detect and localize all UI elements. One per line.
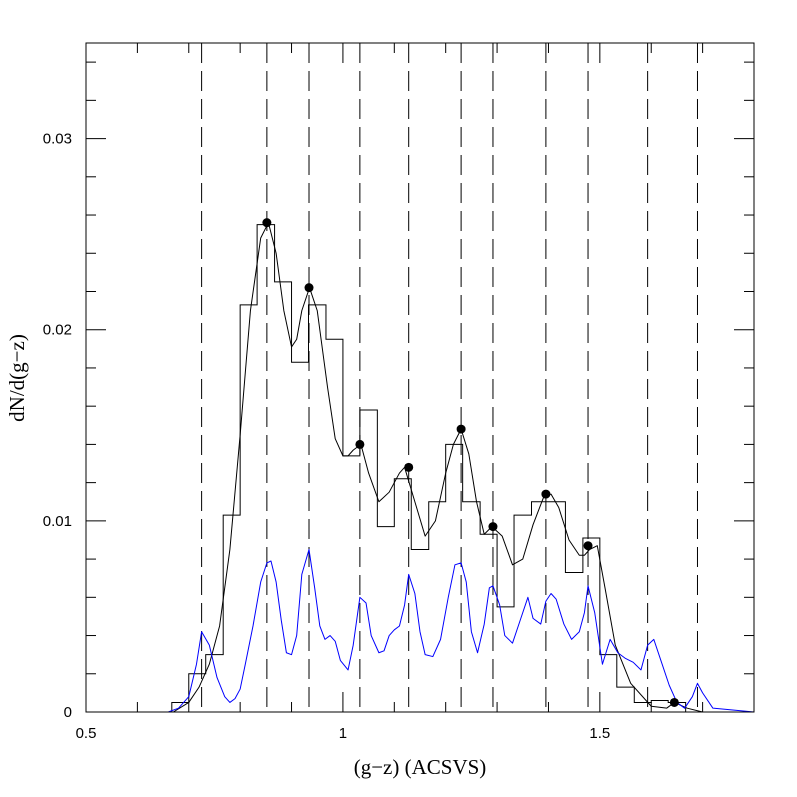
peak-marker-4 <box>456 424 466 434</box>
peak-marker-5 <box>488 522 498 532</box>
y-tick-label: 0.02 <box>43 322 72 339</box>
blue-curve <box>86 549 755 713</box>
plot-frame <box>85 42 755 713</box>
y-axis-label: dN/d(g−z) <box>5 334 29 422</box>
peak-marker-3 <box>404 462 414 472</box>
peak-marker-0 <box>262 218 272 228</box>
tick-labels: 0.5 1 1.5 0 0.01 0.02 0.03 <box>43 131 610 742</box>
x-axis-label: (g−z) (ACSVS) <box>354 755 487 779</box>
smooth-curve <box>173 222 703 713</box>
peak-markers <box>262 218 679 707</box>
axis-ticks <box>85 43 755 713</box>
vertical-dashed-lines <box>201 43 698 712</box>
peak-marker-7 <box>583 541 593 551</box>
y-tick-label: 0.01 <box>43 513 72 530</box>
peak-marker-2 <box>355 439 365 449</box>
peak-marker-8 <box>669 697 679 707</box>
peak-marker-1 <box>304 283 314 293</box>
x-tick-label: 1.5 <box>589 725 610 742</box>
x-tick-label: 0.5 <box>76 725 97 742</box>
series-layer <box>86 222 755 713</box>
histogram-layer <box>171 224 687 712</box>
y-tick-label: 0 <box>64 704 72 721</box>
peak-marker-6 <box>541 489 551 499</box>
x-tick-label: 1 <box>339 725 347 742</box>
y-tick-label: 0.03 <box>43 131 72 148</box>
histogram-steps <box>171 224 687 712</box>
